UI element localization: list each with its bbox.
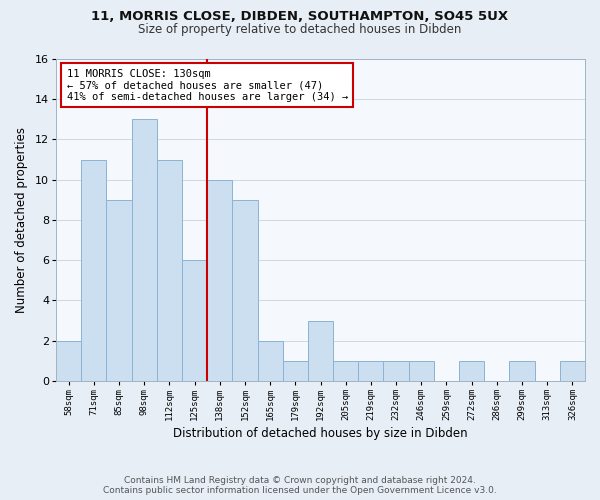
Bar xyxy=(106,200,131,381)
Bar xyxy=(182,260,207,381)
Bar xyxy=(409,360,434,381)
Bar xyxy=(333,360,358,381)
Bar xyxy=(383,360,409,381)
Text: 11 MORRIS CLOSE: 130sqm
← 57% of detached houses are smaller (47)
41% of semi-de: 11 MORRIS CLOSE: 130sqm ← 57% of detache… xyxy=(67,68,348,102)
Bar xyxy=(157,160,182,381)
Text: Contains HM Land Registry data © Crown copyright and database right 2024.
Contai: Contains HM Land Registry data © Crown c… xyxy=(103,476,497,495)
Bar xyxy=(131,120,157,381)
Bar xyxy=(308,320,333,381)
Bar xyxy=(560,360,585,381)
Bar xyxy=(207,180,232,381)
Text: Size of property relative to detached houses in Dibden: Size of property relative to detached ho… xyxy=(139,22,461,36)
Bar xyxy=(257,340,283,381)
Bar xyxy=(509,360,535,381)
X-axis label: Distribution of detached houses by size in Dibden: Distribution of detached houses by size … xyxy=(173,427,468,440)
Bar xyxy=(56,340,81,381)
Text: 11, MORRIS CLOSE, DIBDEN, SOUTHAMPTON, SO45 5UX: 11, MORRIS CLOSE, DIBDEN, SOUTHAMPTON, S… xyxy=(91,10,509,23)
Y-axis label: Number of detached properties: Number of detached properties xyxy=(15,127,28,313)
Bar xyxy=(358,360,383,381)
Bar xyxy=(232,200,257,381)
Bar xyxy=(459,360,484,381)
Bar xyxy=(81,160,106,381)
Bar xyxy=(283,360,308,381)
